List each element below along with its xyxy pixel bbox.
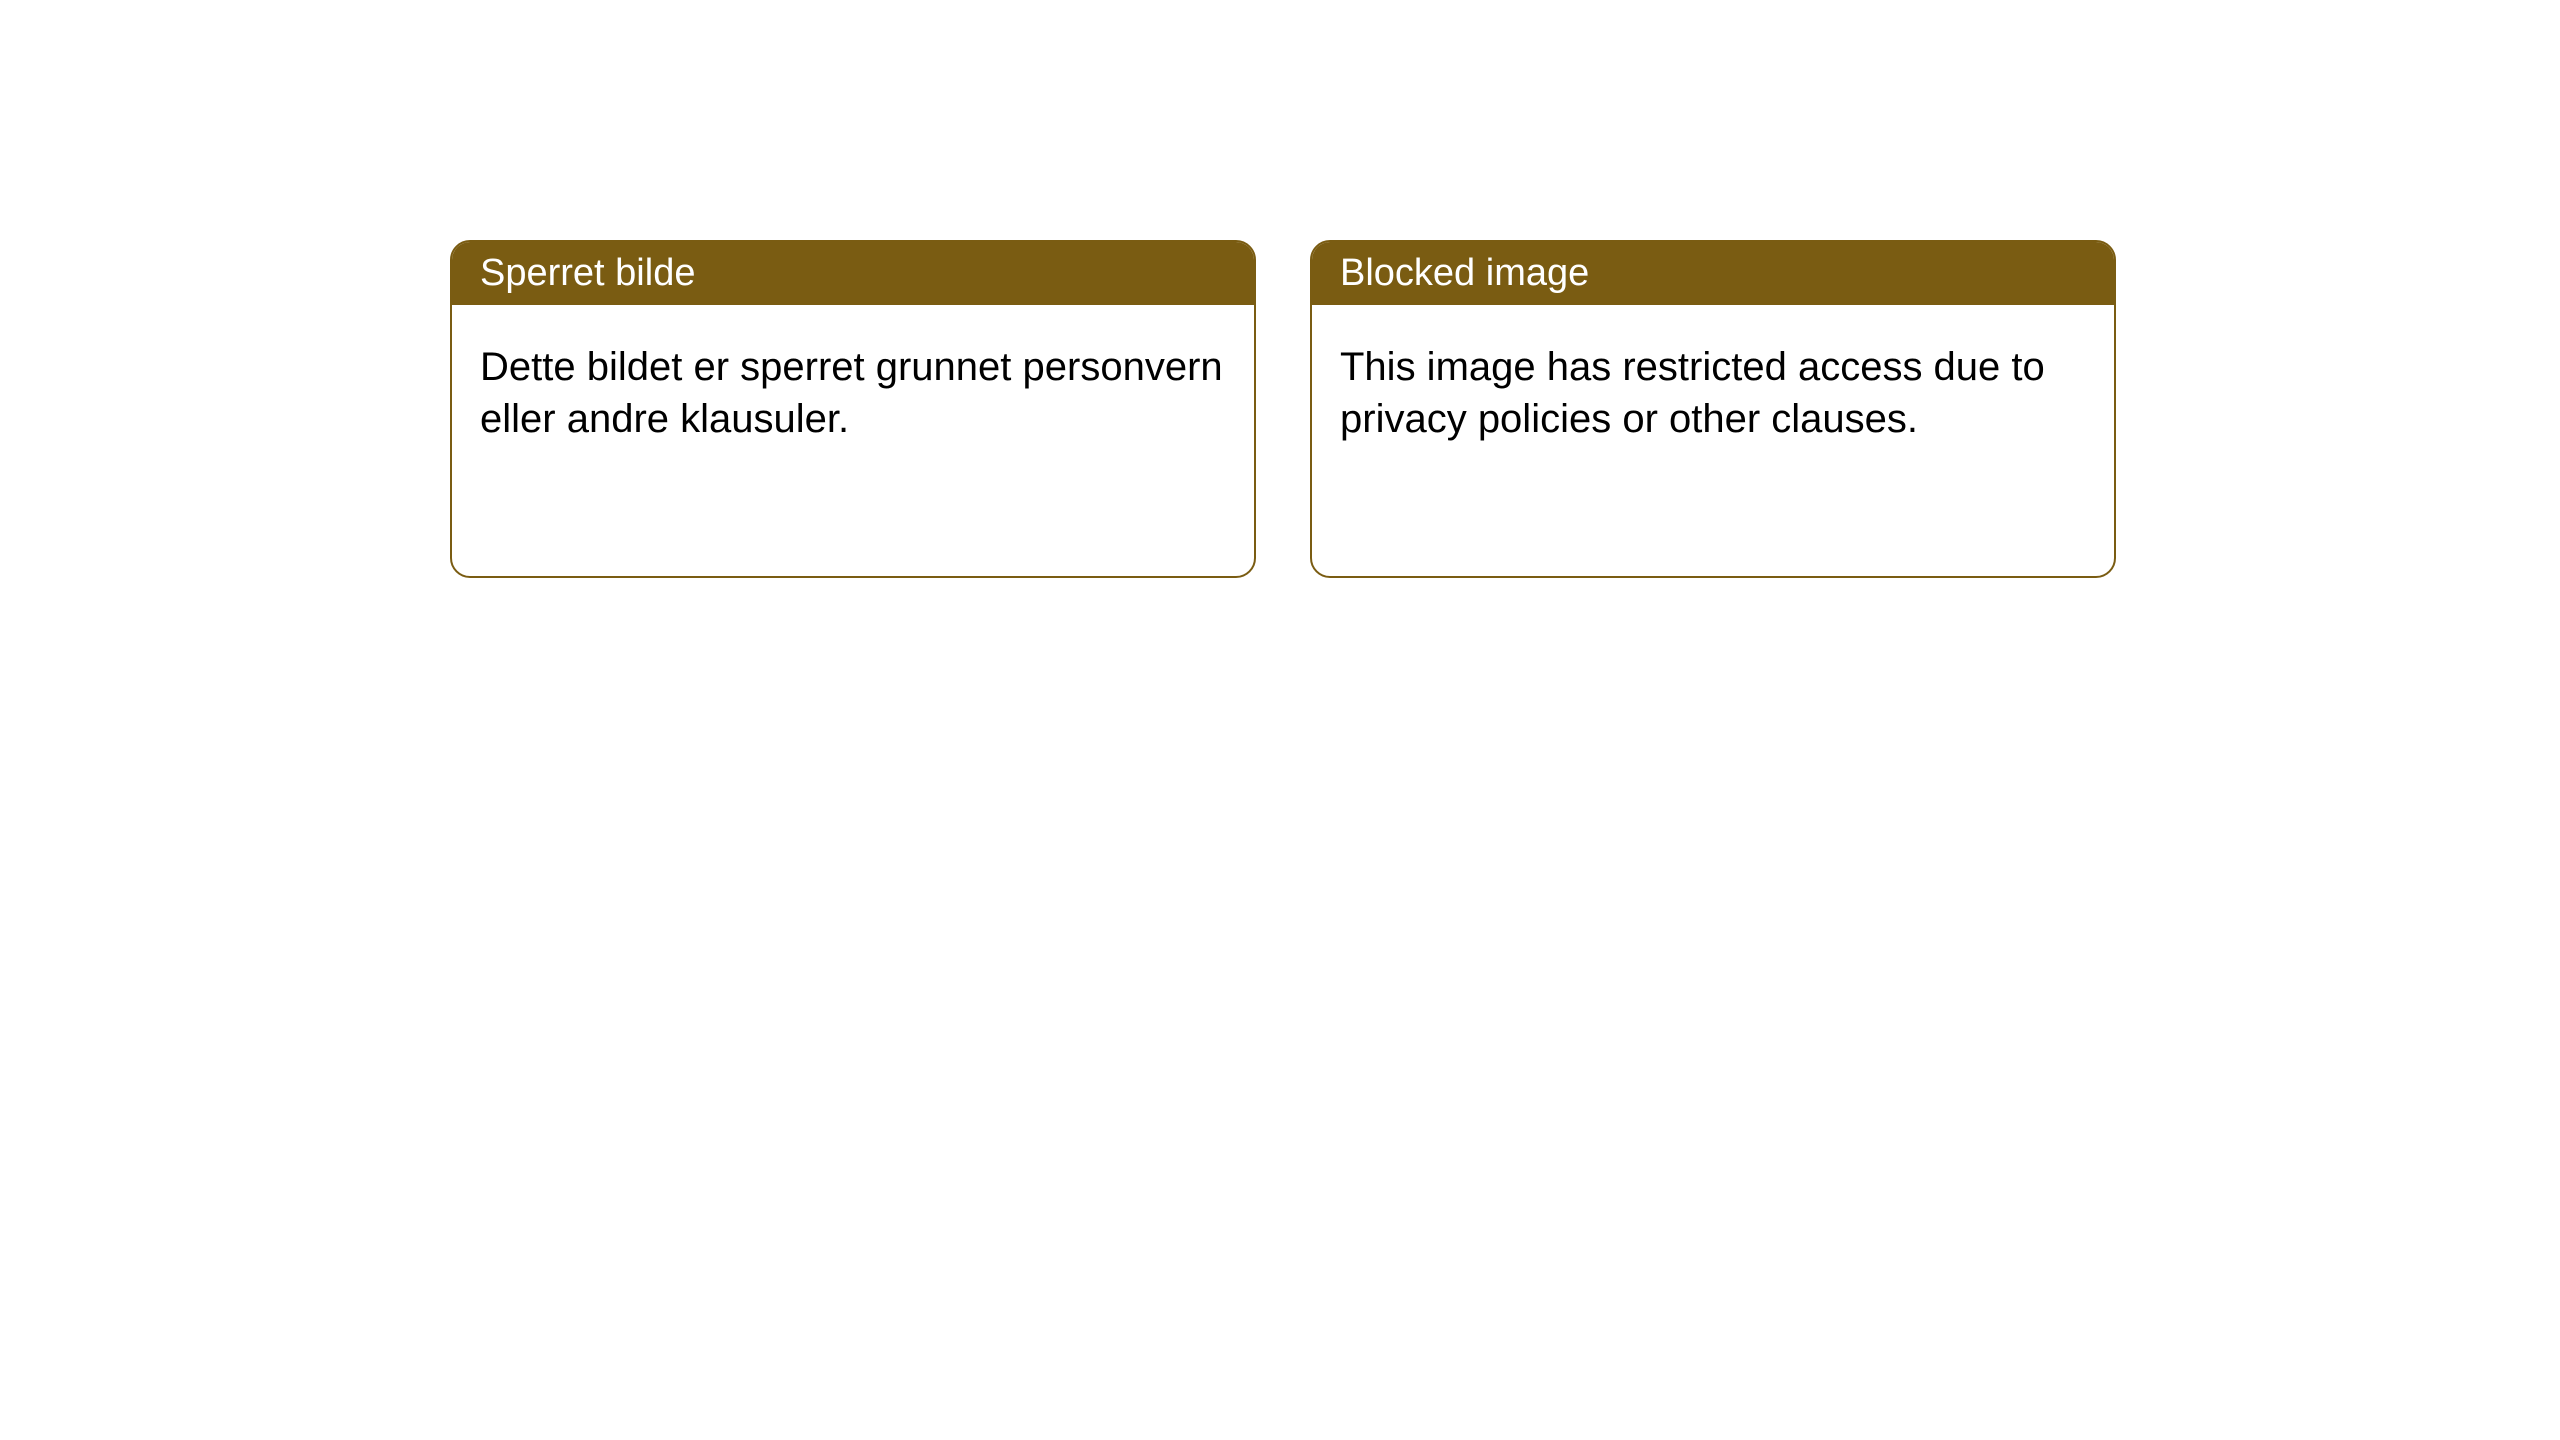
notice-body-text: This image has restricted access due to …	[1312, 305, 2114, 481]
notice-title: Sperret bilde	[452, 242, 1254, 305]
blocked-image-notices: Sperret bilde Dette bildet er sperret gr…	[450, 240, 2116, 578]
notice-title: Blocked image	[1312, 242, 2114, 305]
notice-card-norwegian: Sperret bilde Dette bildet er sperret gr…	[450, 240, 1256, 578]
notice-card-english: Blocked image This image has restricted …	[1310, 240, 2116, 578]
notice-body-text: Dette bildet er sperret grunnet personve…	[452, 305, 1254, 481]
